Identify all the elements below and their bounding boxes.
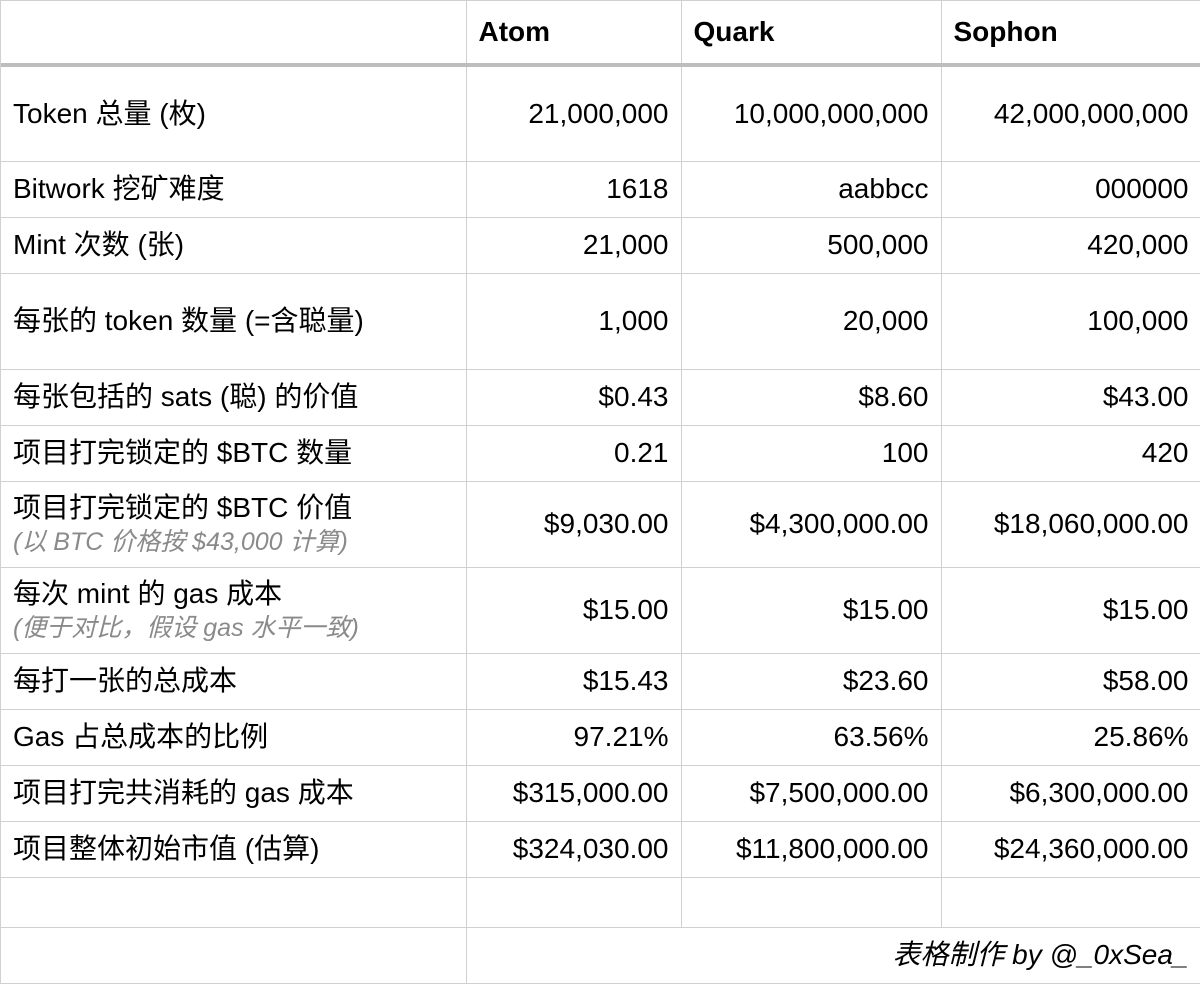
cell-atom: $15.00 (466, 567, 681, 653)
cell-sophon: $18,060,000.00 (941, 481, 1200, 567)
blank-row (1, 877, 1200, 927)
table-row: 每打一张的总成本 $15.43 $23.60 $58.00 (1, 653, 1200, 709)
cell-sophon: $6,300,000.00 (941, 765, 1200, 821)
row-label: 每张的 token 数量 (=含聪量) (1, 273, 466, 369)
cell-quark: 500,000 (681, 217, 941, 273)
cell-quark: $8.60 (681, 369, 941, 425)
cell-quark: $23.60 (681, 653, 941, 709)
table-row: 每张的 token 数量 (=含聪量) 1,000 20,000 100,000 (1, 273, 1200, 369)
blank-cell (941, 877, 1200, 927)
row-label-text: 项目整体初始市值 (估算) (13, 833, 319, 864)
row-label: Gas 占总成本的比例 (1, 709, 466, 765)
row-label: Mint 次数 (张) (1, 217, 466, 273)
cell-sophon: $24,360,000.00 (941, 821, 1200, 877)
row-label: 项目打完锁定的 $BTC 数量 (1, 425, 466, 481)
row-label-text: Token 总量 (枚) (13, 98, 206, 129)
table-row: 项目打完锁定的 $BTC 数量 0.21 100 420 (1, 425, 1200, 481)
row-label: 每次 mint 的 gas 成本 (便于对比，假设 gas 水平一致) (1, 567, 466, 653)
header-blank (1, 1, 466, 65)
row-label: 每张包括的 sats (聪) 的价值 (1, 369, 466, 425)
blank-cell (1, 927, 466, 983)
row-label-text: Gas 占总成本的比例 (13, 721, 268, 752)
header-row: Atom Quark Sophon (1, 1, 1200, 65)
cell-atom: 21,000 (466, 217, 681, 273)
table-row: 项目打完锁定的 $BTC 价值 (以 BTC 价格按 $43,000 计算) $… (1, 481, 1200, 567)
cell-sophon: 100,000 (941, 273, 1200, 369)
blank-cell (681, 877, 941, 927)
blank-cell (466, 877, 681, 927)
cell-sophon: $43.00 (941, 369, 1200, 425)
row-label-text: 项目打完共消耗的 gas 成本 (13, 777, 354, 808)
table-row: 项目整体初始市值 (估算) $324,030.00 $11,800,000.00… (1, 821, 1200, 877)
cell-quark: $11,800,000.00 (681, 821, 941, 877)
credit-row: 表格制作 by @_0xSea_ (1, 927, 1200, 983)
row-label: 每打一张的总成本 (1, 653, 466, 709)
cell-atom: $9,030.00 (466, 481, 681, 567)
row-label-text: 项目打完锁定的 $BTC 数量 (13, 437, 352, 468)
cell-quark: 20,000 (681, 273, 941, 369)
table-row: 每张包括的 sats (聪) 的价值 $0.43 $8.60 $43.00 (1, 369, 1200, 425)
row-label: Bitwork 挖矿难度 (1, 161, 466, 217)
row-label: Token 总量 (枚) (1, 65, 466, 161)
cell-atom: 97.21% (466, 709, 681, 765)
cell-sophon: 000000 (941, 161, 1200, 217)
row-label-text: 每张的 token 数量 (=含聪量) (13, 305, 364, 336)
row-label: 项目打完锁定的 $BTC 价值 (以 BTC 价格按 $43,000 计算) (1, 481, 466, 567)
cell-quark: $15.00 (681, 567, 941, 653)
table-row: Gas 占总成本的比例 97.21% 63.56% 25.86% (1, 709, 1200, 765)
cell-atom: 0.21 (466, 425, 681, 481)
cell-quark: $4,300,000.00 (681, 481, 941, 567)
cell-atom: $0.43 (466, 369, 681, 425)
header-quark: Quark (681, 1, 941, 65)
row-label-text: 每打一张的总成本 (13, 665, 237, 696)
comparison-table-container: Atom Quark Sophon Token 总量 (枚) 21,000,00… (0, 0, 1200, 984)
cell-sophon: 42,000,000,000 (941, 65, 1200, 161)
row-label-text: Bitwork 挖矿难度 (13, 173, 225, 204)
row-subnote: (以 BTC 价格按 $43,000 计算) (13, 527, 454, 557)
row-label-text: 每张包括的 sats (聪) 的价值 (13, 381, 358, 412)
cell-sophon: 420,000 (941, 217, 1200, 273)
header-atom: Atom (466, 1, 681, 65)
cell-atom: $15.43 (466, 653, 681, 709)
table-body: Token 总量 (枚) 21,000,000 10,000,000,000 4… (1, 65, 1200, 983)
cell-atom: $324,030.00 (466, 821, 681, 877)
table-head: Atom Quark Sophon (1, 1, 1200, 65)
header-sophon: Sophon (941, 1, 1200, 65)
comparison-table: Atom Quark Sophon Token 总量 (枚) 21,000,00… (1, 1, 1200, 984)
table-row: Token 总量 (枚) 21,000,000 10,000,000,000 4… (1, 65, 1200, 161)
blank-cell (1, 877, 466, 927)
table-row: 每次 mint 的 gas 成本 (便于对比，假设 gas 水平一致) $15.… (1, 567, 1200, 653)
row-subnote: (便于对比，假设 gas 水平一致) (13, 613, 454, 643)
credit-text: 表格制作 by @_0xSea_ (466, 927, 1200, 983)
cell-sophon: $15.00 (941, 567, 1200, 653)
cell-quark: 100 (681, 425, 941, 481)
cell-sophon: 420 (941, 425, 1200, 481)
row-label: 项目整体初始市值 (估算) (1, 821, 466, 877)
cell-quark: 63.56% (681, 709, 941, 765)
row-label-text: Mint 次数 (张) (13, 229, 184, 260)
cell-atom: 1618 (466, 161, 681, 217)
cell-quark: 10,000,000,000 (681, 65, 941, 161)
cell-quark: $7,500,000.00 (681, 765, 941, 821)
cell-atom: $315,000.00 (466, 765, 681, 821)
cell-sophon: $58.00 (941, 653, 1200, 709)
cell-quark: aabbcc (681, 161, 941, 217)
row-label: 项目打完共消耗的 gas 成本 (1, 765, 466, 821)
cell-atom: 1,000 (466, 273, 681, 369)
cell-sophon: 25.86% (941, 709, 1200, 765)
table-row: Mint 次数 (张) 21,000 500,000 420,000 (1, 217, 1200, 273)
row-label-text: 项目打完锁定的 $BTC 价值 (13, 492, 352, 523)
cell-atom: 21,000,000 (466, 65, 681, 161)
table-row: Bitwork 挖矿难度 1618 aabbcc 000000 (1, 161, 1200, 217)
row-label-text: 每次 mint 的 gas 成本 (13, 578, 282, 609)
table-row: 项目打完共消耗的 gas 成本 $315,000.00 $7,500,000.0… (1, 765, 1200, 821)
